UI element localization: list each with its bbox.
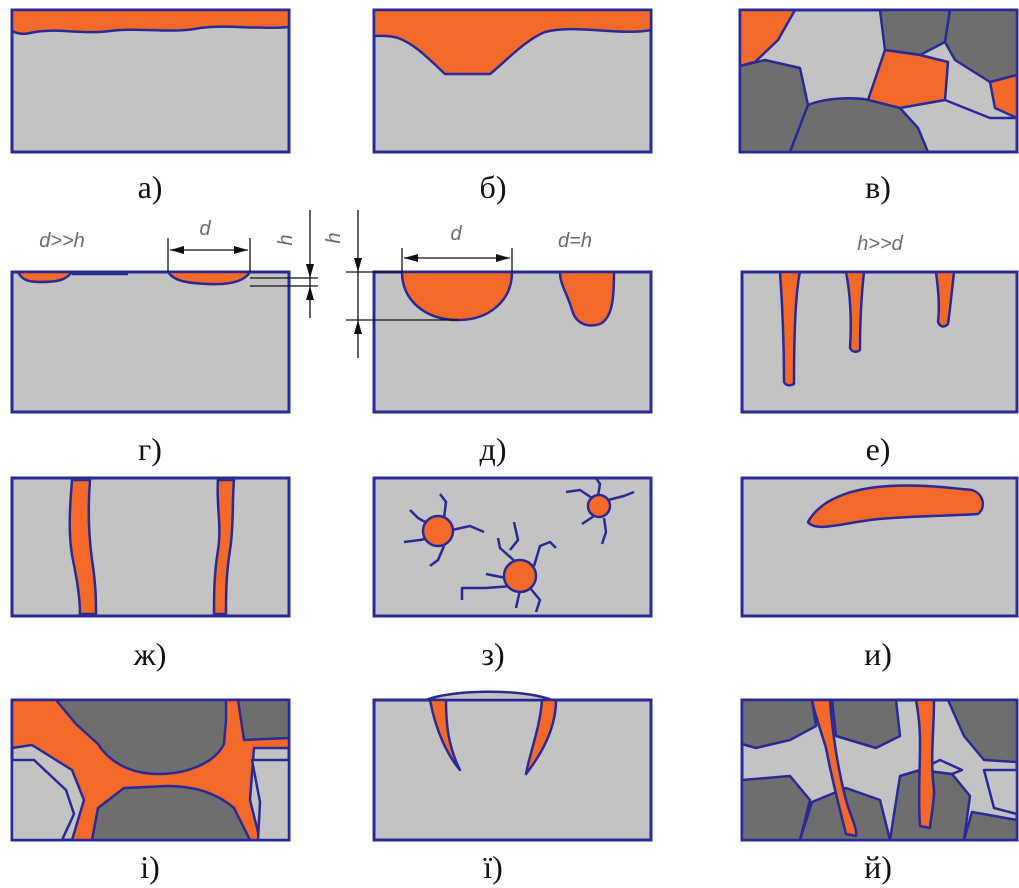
caption-z: з) [481, 636, 504, 672]
uneven-corrosion-region [372, 8, 653, 76]
panel-yi: ї) [372, 690, 653, 885]
label-d-h: h [323, 232, 345, 243]
caption-b: б) [480, 169, 507, 205]
caption-g: г) [138, 431, 162, 467]
label-d-ratio: d=h [558, 230, 592, 252]
caption-d: д) [480, 431, 507, 467]
panel-y: й) [740, 698, 1019, 885]
label-e-ratio: h>>d [857, 233, 903, 255]
caption-i: и) [864, 636, 892, 672]
panel-i: и) [740, 476, 1019, 672]
panel-d: d d=h h д) [323, 210, 653, 467]
label-g-ratio: d>>h [39, 230, 85, 252]
caption-y: й) [864, 849, 892, 885]
panel-a: а) [10, 8, 291, 205]
panel-z: з) [372, 476, 653, 672]
label-d-d: d [450, 223, 462, 245]
caption-e: е) [866, 431, 891, 467]
label-g-h: h [275, 234, 297, 245]
caption-zh: ж) [133, 636, 167, 672]
panel-v: в) [738, 8, 1019, 205]
panel-e: h>>d е) [740, 233, 1019, 467]
uniform-corrosion-layer [10, 8, 291, 36]
panel-g: d>>h d h г) [10, 210, 318, 467]
caption-yi: ї) [483, 849, 503, 885]
label-g-d: d [199, 218, 211, 240]
panel-b: б) [372, 8, 653, 205]
panel-i2: і) [10, 698, 291, 885]
caption-v: в) [865, 169, 891, 205]
panel-zh: ж) [10, 476, 291, 672]
caption-i2: і) [140, 849, 160, 885]
caption-a: а) [138, 169, 163, 205]
